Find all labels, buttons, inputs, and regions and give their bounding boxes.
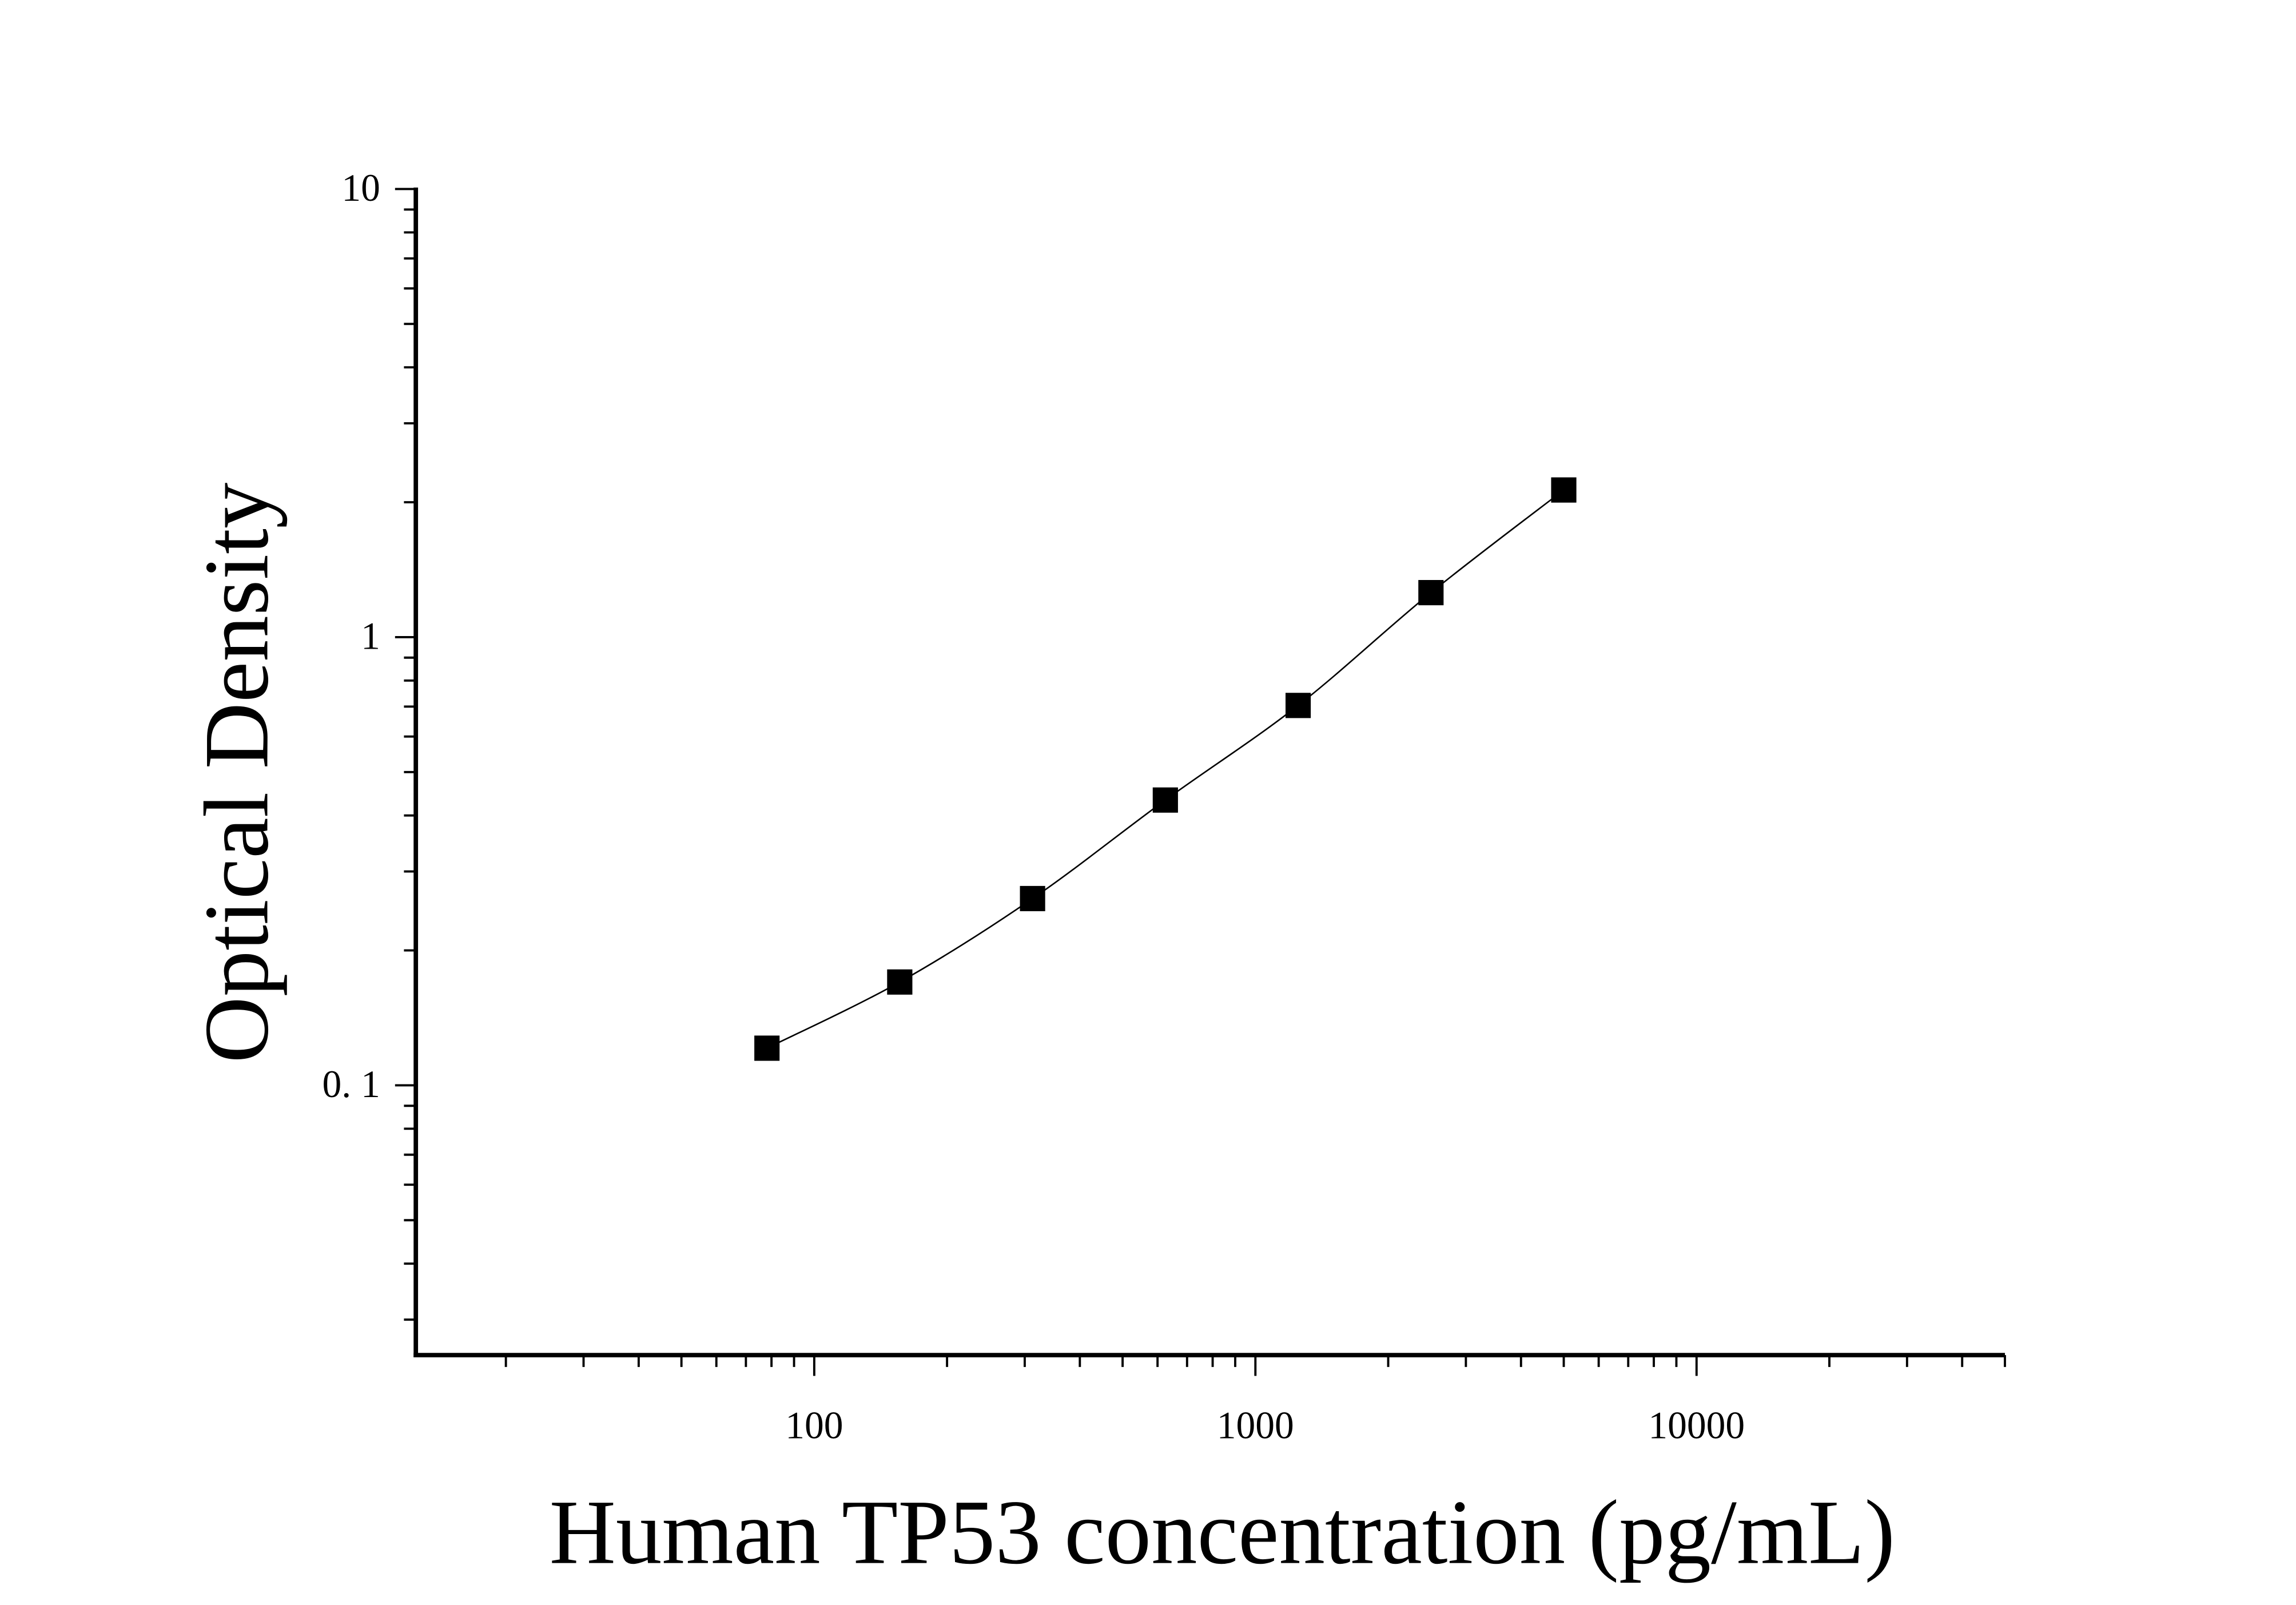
- fit-curve: [766, 489, 1565, 1049]
- x-tick-label: 1000: [1217, 1404, 1294, 1447]
- y-tick-label: 1: [361, 615, 380, 658]
- y-tick-label: 0. 1: [323, 1063, 380, 1106]
- axes: [413, 187, 2005, 1357]
- tick-labels: 0. 1 1 10 100 1000 10000: [323, 166, 1745, 1447]
- x-axis-label: Human TP53 concentration (pg/mL): [550, 1481, 1895, 1583]
- data-point: [887, 969, 913, 995]
- y-axis-label: Optical Density: [185, 483, 287, 1063]
- data-point: [1152, 787, 1178, 813]
- x-tick-label: 10000: [1648, 1404, 1745, 1447]
- x-tick-label: 100: [785, 1404, 843, 1447]
- data-point: [1285, 693, 1311, 718]
- ticks: [395, 188, 2006, 1376]
- y-tick-label: 10: [341, 166, 380, 209]
- data-point: [754, 1035, 780, 1061]
- data-point: [1020, 885, 1045, 912]
- data-point: [1551, 477, 1577, 503]
- data-points: [754, 477, 1577, 1061]
- data-point: [1418, 580, 1444, 606]
